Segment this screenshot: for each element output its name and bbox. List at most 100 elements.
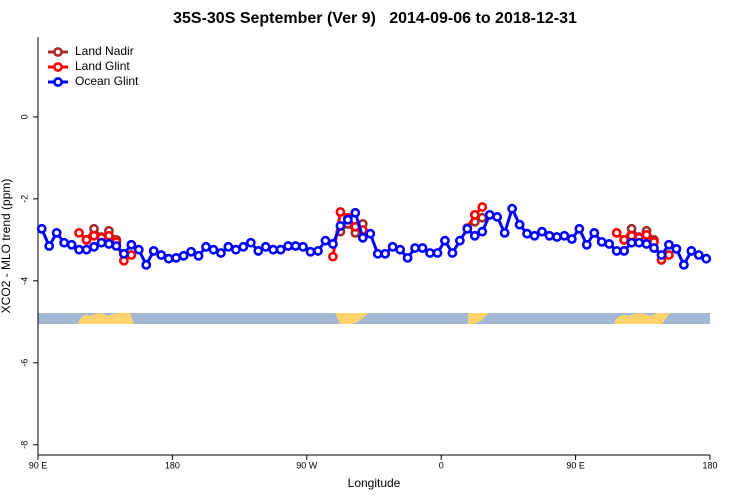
data-point — [447, 248, 458, 258]
data-point — [477, 226, 488, 237]
legend-marker — [53, 62, 63, 72]
data-point — [238, 241, 249, 252]
data-point — [36, 223, 47, 234]
data-point — [664, 239, 674, 250]
data-point — [529, 230, 540, 241]
x-tick-label: 90 W — [296, 460, 318, 470]
land-mask — [38, 312, 710, 324]
data-point — [454, 235, 465, 246]
data-point — [223, 241, 234, 252]
data-point — [328, 251, 338, 262]
data-point — [402, 252, 413, 263]
y-tick-label: -6 — [19, 359, 29, 367]
data-point — [611, 246, 622, 256]
x-axis-label: Longitude — [348, 476, 401, 490]
data-point — [96, 237, 107, 248]
series — [36, 203, 712, 270]
data-point — [619, 234, 630, 245]
data-point — [118, 248, 129, 259]
data-point — [469, 209, 480, 220]
data-point — [380, 248, 391, 259]
data-point — [671, 243, 682, 254]
data-point — [574, 223, 585, 234]
data-point — [126, 250, 137, 260]
data-point — [626, 237, 637, 248]
x-tick-label: 90 E — [29, 460, 48, 470]
data-point — [111, 241, 122, 251]
data-point — [104, 230, 114, 241]
land-patch — [614, 313, 670, 324]
y-tick-label: -2 — [19, 195, 29, 203]
y-tick-label: 0 — [19, 114, 29, 119]
data-point — [678, 259, 689, 270]
data-point — [649, 243, 659, 253]
y-axis-label: XCO2 - MLO trend (ppm) — [0, 179, 13, 314]
legend-marker — [53, 47, 63, 57]
data-point — [44, 241, 55, 251]
data-point — [230, 244, 241, 255]
data-point — [432, 248, 443, 258]
legend-label: Land Nadir — [75, 44, 134, 58]
data-point — [328, 239, 338, 249]
data-point — [268, 244, 279, 255]
data-point — [507, 203, 518, 214]
data-point — [641, 230, 652, 240]
data-point — [260, 241, 271, 252]
data-point — [133, 244, 144, 255]
data-point — [372, 248, 383, 259]
data-point — [81, 234, 92, 245]
data-point — [693, 250, 704, 260]
data-point — [51, 227, 62, 238]
data-point — [335, 221, 346, 231]
data-point — [365, 228, 376, 239]
data-point — [59, 237, 70, 248]
data-point — [283, 241, 294, 251]
x-tick-label: 180 — [702, 460, 717, 470]
data-point — [275, 244, 286, 255]
data-point — [81, 244, 92, 255]
legend-marker — [53, 77, 63, 87]
data-point — [641, 239, 652, 249]
x-tick-label: 180 — [165, 460, 180, 470]
data-point — [74, 244, 84, 255]
data-point — [477, 212, 488, 223]
data-point — [537, 226, 547, 237]
data-point — [492, 212, 503, 222]
data-point — [298, 241, 308, 252]
y-tick-label: -4 — [19, 277, 29, 285]
data-point — [552, 232, 562, 242]
data-point — [559, 230, 570, 241]
data-point — [484, 209, 495, 220]
data-point — [245, 237, 256, 248]
y-tick-label: -8 — [19, 441, 29, 449]
data-point — [320, 235, 331, 246]
data-point — [514, 219, 525, 230]
data-point — [186, 246, 196, 257]
chart-title: 35S-30S September (Ver 9) 2014-09-06 to … — [173, 10, 577, 27]
data-point — [89, 230, 99, 241]
data-point — [425, 248, 435, 258]
legend-label: Ocean Glint — [75, 74, 139, 88]
data-point — [619, 246, 630, 256]
data-point — [664, 250, 674, 260]
legend-label: Land Glint — [75, 59, 130, 73]
data-point — [253, 246, 264, 256]
data-point — [462, 223, 473, 234]
land-patch — [468, 313, 488, 324]
data-point — [89, 241, 99, 252]
data-point — [350, 207, 361, 218]
data-point — [335, 207, 346, 217]
data-point — [126, 239, 137, 250]
mask-band — [38, 313, 710, 324]
data-point — [596, 237, 607, 247]
data-point — [178, 250, 189, 261]
land-patch — [335, 313, 368, 324]
data-point — [581, 239, 592, 250]
x-tick-label: 0 — [439, 460, 444, 470]
data-point — [201, 241, 211, 252]
data-point — [611, 227, 622, 238]
data-point — [74, 227, 84, 238]
data-point — [216, 248, 226, 258]
data-point — [193, 250, 204, 261]
